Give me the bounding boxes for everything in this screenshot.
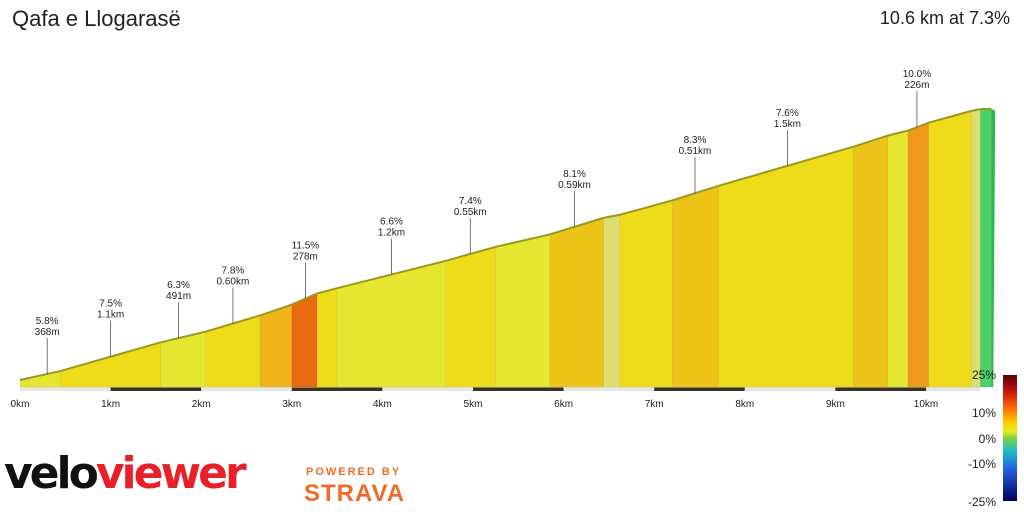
annotation-gradient-label: 7.8%	[222, 266, 245, 277]
annotation-length-label: 0.51km	[679, 146, 712, 157]
profile-segment	[603, 214, 621, 388]
profile-outline	[19, 107, 992, 381]
annotation-gradient-label: 5.8%	[36, 316, 59, 327]
annotation-gradient-label: 11.5%	[292, 241, 320, 252]
annotation-length-label: 0.60km	[217, 277, 250, 288]
profile-segment	[291, 293, 318, 388]
annotation-gradient-label: 6.6%	[380, 216, 403, 227]
km-band	[563, 387, 655, 391]
profile-end-face	[991, 108, 996, 387]
annotation-length-label: 1.1km	[97, 310, 124, 321]
annotation-gradient-label: 8.3%	[684, 135, 707, 146]
km-band	[291, 387, 383, 391]
profile-segment	[205, 315, 261, 388]
x-tick-label: 6km	[554, 399, 573, 410]
annotation-gradient-label: 7.6%	[776, 108, 799, 119]
profile-segment	[853, 135, 889, 388]
profile-segment	[549, 217, 604, 388]
annotation-length-label: 278m	[293, 252, 318, 263]
powered-by-text: POWERED BY	[306, 466, 402, 478]
annotation-gradient-label: 6.3%	[167, 280, 190, 291]
profile-segment	[980, 108, 992, 388]
km-band	[20, 387, 111, 391]
x-tick-label: 5km	[464, 399, 483, 410]
annotation-gradient-label: 10.0%	[903, 69, 931, 80]
profile-segment	[887, 130, 909, 388]
x-tick-label: 4km	[373, 399, 392, 410]
annotation-length-label: 0.55km	[454, 207, 487, 218]
x-tick-label: 1km	[101, 399, 120, 410]
km-band	[744, 387, 836, 391]
annotation-gradient-label: 7.4%	[459, 196, 482, 207]
x-tick-label: 9km	[826, 399, 845, 410]
legend-tick-label: 0%	[978, 432, 996, 446]
annotation-length-label: 368m	[35, 327, 60, 338]
chart-title: Qafa e Llogarasë	[12, 6, 181, 31]
profile-segment	[672, 185, 719, 388]
legend-tick-label: 25%	[971, 368, 996, 382]
km-band	[654, 387, 745, 391]
x-tick-label: 8km	[735, 399, 754, 410]
gradient-legend-bar	[1003, 375, 1017, 501]
x-tick-label: 2km	[192, 399, 211, 410]
legend-tick-label: 10%	[971, 406, 996, 420]
profile-segment	[495, 233, 551, 388]
annotation-length-label: 1.5km	[774, 119, 801, 130]
profile-segment	[718, 146, 854, 388]
annotation-gradient-label: 7.5%	[99, 299, 122, 310]
legend-tick-label: -25%	[967, 495, 996, 509]
climb-summary: 10.6 km at 7.3%	[879, 8, 1010, 28]
strava-logo: STRAVA	[304, 480, 406, 507]
x-tick-label: 0km	[11, 399, 30, 410]
km-band	[201, 387, 292, 391]
profile-segment	[28, 370, 62, 388]
profile-segment	[619, 199, 673, 388]
km-band	[473, 387, 564, 391]
profile-segment	[907, 122, 930, 388]
profile-segment	[928, 110, 972, 388]
km-band	[835, 387, 926, 391]
profile-segment	[316, 287, 338, 388]
legend-tick-label: -10%	[967, 457, 996, 471]
annotation-length-label: 491m	[166, 291, 191, 302]
profile-segment	[445, 246, 496, 388]
annotation-gradient-label: 8.1%	[563, 169, 586, 180]
x-tick-label: 10km	[914, 399, 938, 410]
km-band	[382, 387, 473, 391]
annotation-length-label: 1.2km	[378, 227, 405, 238]
profile-segment	[259, 304, 293, 388]
annotation-length-label: 0.59km	[558, 180, 591, 191]
x-tick-label: 7km	[645, 399, 664, 410]
profile-segment	[336, 260, 447, 388]
x-tick-label: 3km	[282, 399, 301, 410]
km-band	[110, 387, 202, 391]
km-band	[926, 387, 981, 391]
annotation-length-label: 226m	[904, 80, 929, 91]
veloviewer-logo: veloviewer	[4, 448, 247, 499]
profile-segment	[970, 108, 981, 388]
